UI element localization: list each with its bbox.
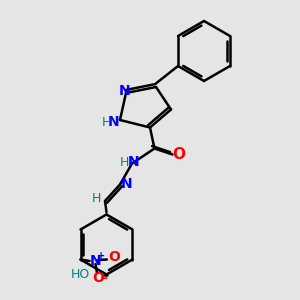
Text: H: H bbox=[102, 116, 111, 129]
Text: N: N bbox=[121, 178, 132, 191]
Text: O: O bbox=[108, 250, 120, 264]
Text: N: N bbox=[128, 155, 139, 169]
Text: HO: HO bbox=[71, 268, 90, 281]
Text: O: O bbox=[92, 271, 104, 284]
Text: N: N bbox=[90, 254, 101, 268]
Text: O: O bbox=[172, 147, 185, 162]
Text: H: H bbox=[91, 191, 101, 205]
Text: -: - bbox=[103, 272, 108, 285]
Text: H: H bbox=[120, 155, 129, 169]
Text: N: N bbox=[119, 84, 130, 98]
Text: N: N bbox=[108, 116, 119, 129]
Text: +: + bbox=[98, 251, 106, 261]
